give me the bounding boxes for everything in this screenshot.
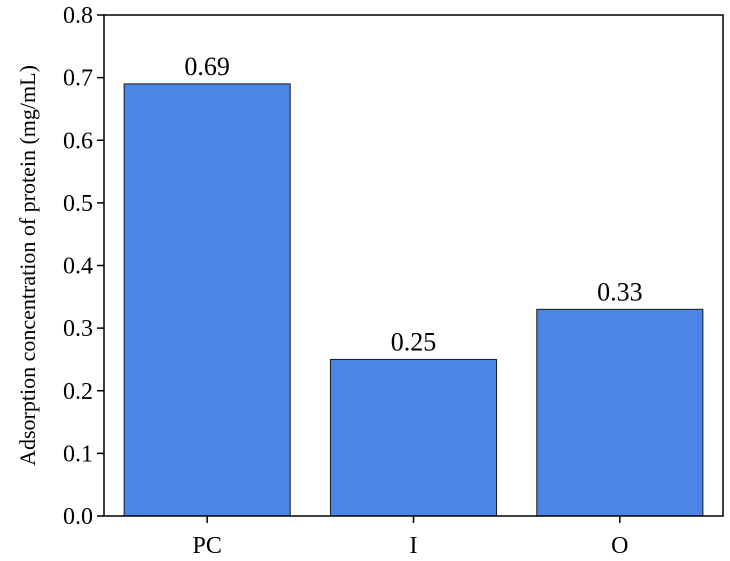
bar-pc: [123, 83, 291, 517]
y-tick-label: 0.3: [63, 316, 93, 342]
data-labels-group: 0.69 0.25 0.33: [184, 52, 642, 357]
y-axis: 0.0 0.1 0.2 0.3 0.4 0.5 0.6 0.7 0.8: [63, 3, 104, 530]
x-tick-label-pc: PC: [192, 533, 221, 559]
bars-group: [123, 83, 704, 517]
y-axis-title: Adsorption concentration of protein (mg/…: [15, 65, 40, 466]
y-tick-label: 0.0: [63, 504, 93, 530]
y-tick-label: 0.4: [63, 254, 93, 280]
y-tick-label: 0.8: [63, 3, 93, 29]
data-label-pc: 0.69: [184, 52, 230, 81]
data-label-o: 0.33: [597, 277, 643, 306]
bar-i: [329, 358, 498, 517]
y-tick-label: 0.1: [63, 441, 93, 467]
y-tick-label: 0.6: [63, 128, 93, 154]
y-tick-label: 0.7: [63, 66, 93, 92]
x-tick-label-i: I: [410, 533, 418, 559]
data-label-i: 0.25: [391, 327, 437, 356]
bar-o: [536, 308, 704, 517]
y-tick-label: 0.5: [63, 191, 93, 217]
x-axis: PC I O: [192, 516, 629, 559]
x-tick-label-o: O: [611, 533, 628, 559]
y-tick-label: 0.2: [63, 379, 93, 405]
